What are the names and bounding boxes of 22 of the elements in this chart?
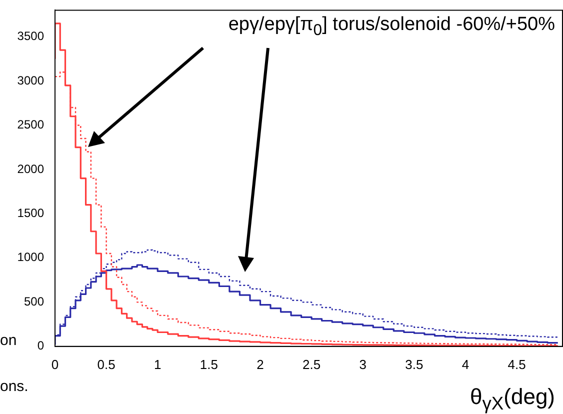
y-tick-label: 2500 xyxy=(17,118,44,132)
text: ons. xyxy=(0,378,28,395)
y-tick-label: 0 xyxy=(37,338,44,353)
x-tick-label: 4 xyxy=(462,356,470,372)
y-tick-label: 2000 xyxy=(17,162,44,176)
x-tick-label: 2 xyxy=(256,356,264,372)
text: on xyxy=(0,332,17,349)
y-tick-label: 500 xyxy=(24,294,44,308)
x-tick-label: 2.5 xyxy=(302,356,321,372)
x-tick-label: 0.5 xyxy=(97,356,116,372)
x-tick-label: 1 xyxy=(154,356,162,372)
x-tick-label: 3.5 xyxy=(405,356,424,372)
x-axis-title: θ$_{γX}$(deg) xyxy=(470,384,555,414)
y-tick-label: 3000 xyxy=(17,73,44,88)
x-tick-label: 0 xyxy=(51,356,59,372)
chart-title: epγ/epγ[π$_{0}$] torus/solenoid -60%/+50% xyxy=(228,14,555,40)
y-tick-label: 3500 xyxy=(17,29,44,44)
y-tick-label: 1000 xyxy=(17,250,44,264)
y-tick-label: 1500 xyxy=(17,206,44,220)
x-tick-label: 1.5 xyxy=(200,356,218,372)
x-tick-label: 3 xyxy=(359,356,366,372)
x-tick-label: 4.5 xyxy=(508,356,526,372)
